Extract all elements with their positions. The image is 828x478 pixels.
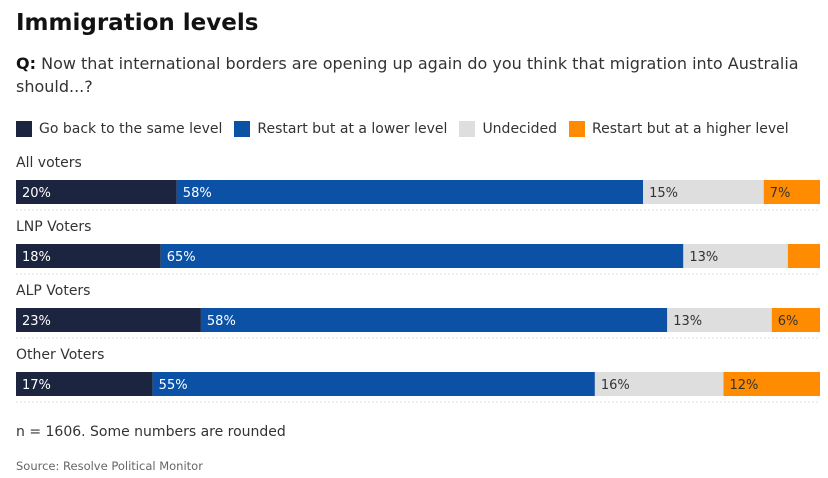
category-label: All voters [16, 155, 82, 171]
legend-swatch [234, 121, 251, 137]
data-label: 58% [207, 314, 236, 329]
data-label: 13% [689, 250, 718, 265]
bar-segment [594, 372, 724, 396]
data-label: 16% [601, 378, 630, 393]
legend-label: Go back to the same level [39, 121, 223, 137]
bar-segment [16, 372, 153, 396]
source-text: Source: Resolve Political Monitor [16, 459, 203, 473]
data-label: 6% [778, 314, 799, 329]
bar-segment [200, 308, 668, 332]
legend-label: Undecided [482, 121, 558, 137]
category-label: Other Voters [16, 347, 104, 363]
data-label: 65% [167, 250, 196, 265]
bar-segment [667, 308, 772, 332]
legend-item-3: Undecided [459, 121, 557, 137]
bar-segment [160, 244, 684, 268]
chart-title: Immigration levels [16, 10, 259, 36]
bar-segment [683, 244, 788, 268]
data-label: 13% [673, 314, 702, 329]
data-label: 12% [730, 378, 759, 393]
data-label: 17% [22, 378, 51, 393]
bar-segment [643, 180, 764, 204]
bar-segment [787, 244, 820, 268]
data-label: 20% [22, 186, 51, 201]
data-label: 58% [183, 186, 212, 201]
bar-segment [16, 244, 161, 268]
bar-segment [176, 180, 644, 204]
data-label: 7% [770, 186, 791, 201]
legend-item-4: Restart but at a higher level [569, 121, 789, 137]
bar-segment [16, 308, 201, 332]
category-label: ALP Voters [16, 283, 90, 299]
category-label: LNP Voters [16, 219, 91, 235]
chart-question: Q: Now that international borders are op… [16, 52, 816, 98]
legend-item-2: Restart but at a lower level [234, 121, 447, 137]
data-label: 18% [22, 250, 51, 265]
question-text: Now that international borders are openi… [16, 54, 799, 96]
bar-segment [152, 372, 595, 396]
question-prefix: Q: [16, 54, 36, 73]
data-label: 15% [649, 186, 678, 201]
sample-note: n = 1606. Some numbers are rounded [16, 424, 286, 440]
chart-legend: Go back to the same level Restart but at … [16, 119, 801, 139]
bar-segment [771, 308, 820, 332]
data-label: 55% [159, 378, 188, 393]
bar-segment [723, 372, 820, 396]
bar-segment [763, 180, 820, 204]
legend-swatch [569, 121, 586, 137]
legend-item-1: Go back to the same level [16, 121, 222, 137]
legend-label: Restart but at a lower level [257, 121, 448, 137]
legend-swatch [16, 121, 32, 137]
legend-label: Restart but at a higher level [592, 121, 789, 137]
bar-segment [16, 180, 177, 204]
legend-swatch [459, 121, 476, 137]
data-label: 23% [22, 314, 51, 329]
